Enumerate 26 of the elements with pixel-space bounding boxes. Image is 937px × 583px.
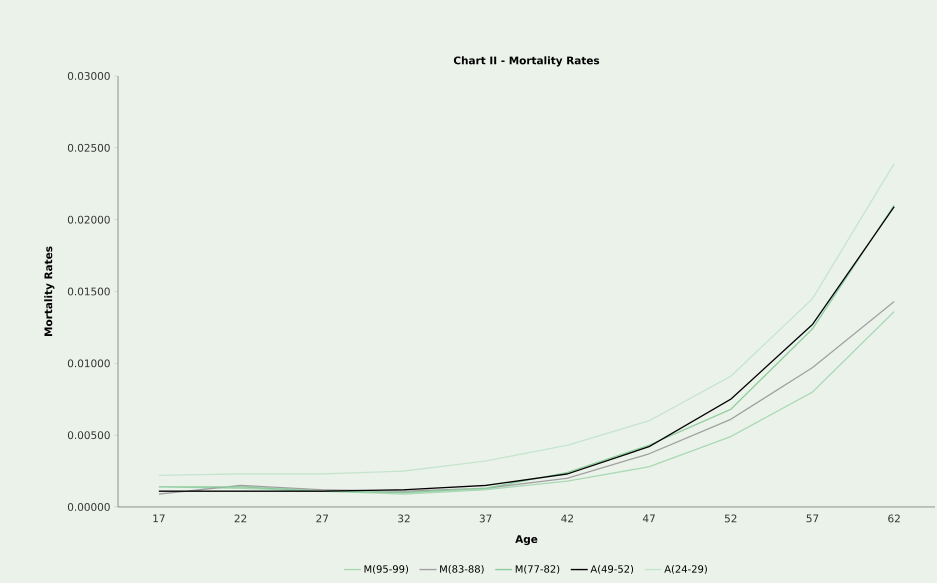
- legend-label: A(49-52): [590, 565, 634, 574]
- y-tick-label: 0.02500: [68, 144, 110, 152]
- x-tick-label: 37: [480, 514, 492, 522]
- legend-label: M(83-88): [440, 565, 484, 574]
- x-tick-label: 22: [234, 514, 246, 522]
- y-tick-label: 0.00500: [68, 431, 110, 440]
- x-tick-label: 57: [806, 514, 818, 522]
- x-tick-label: 42: [561, 514, 573, 522]
- x-tick-label: 17: [153, 514, 165, 522]
- y-axis-title: Mortality Rates: [44, 246, 54, 336]
- y-tick-label: 0.01500: [68, 288, 110, 296]
- x-tick-label: 52: [724, 514, 736, 522]
- y-tick-label: 0.01000: [68, 359, 110, 368]
- legend-label: M(95-99): [364, 565, 408, 574]
- line-series: [158, 162, 895, 476]
- legend-label: M(77-82): [516, 565, 560, 574]
- y-tick-label: 0.03000: [68, 72, 110, 80]
- chart-title: Chart II - Mortality Rates: [454, 56, 600, 66]
- x-tick-label: 47: [642, 514, 655, 522]
- y-tick-label: 0.00000: [68, 503, 110, 511]
- legend-label: A(24-29): [664, 565, 707, 574]
- x-axis-title: Age: [515, 535, 538, 546]
- x-tick-label: 62: [888, 514, 900, 522]
- x-tick-label: 32: [398, 514, 410, 522]
- x-tick-label: 27: [316, 514, 328, 522]
- y-tick-label: 0.02000: [68, 216, 110, 224]
